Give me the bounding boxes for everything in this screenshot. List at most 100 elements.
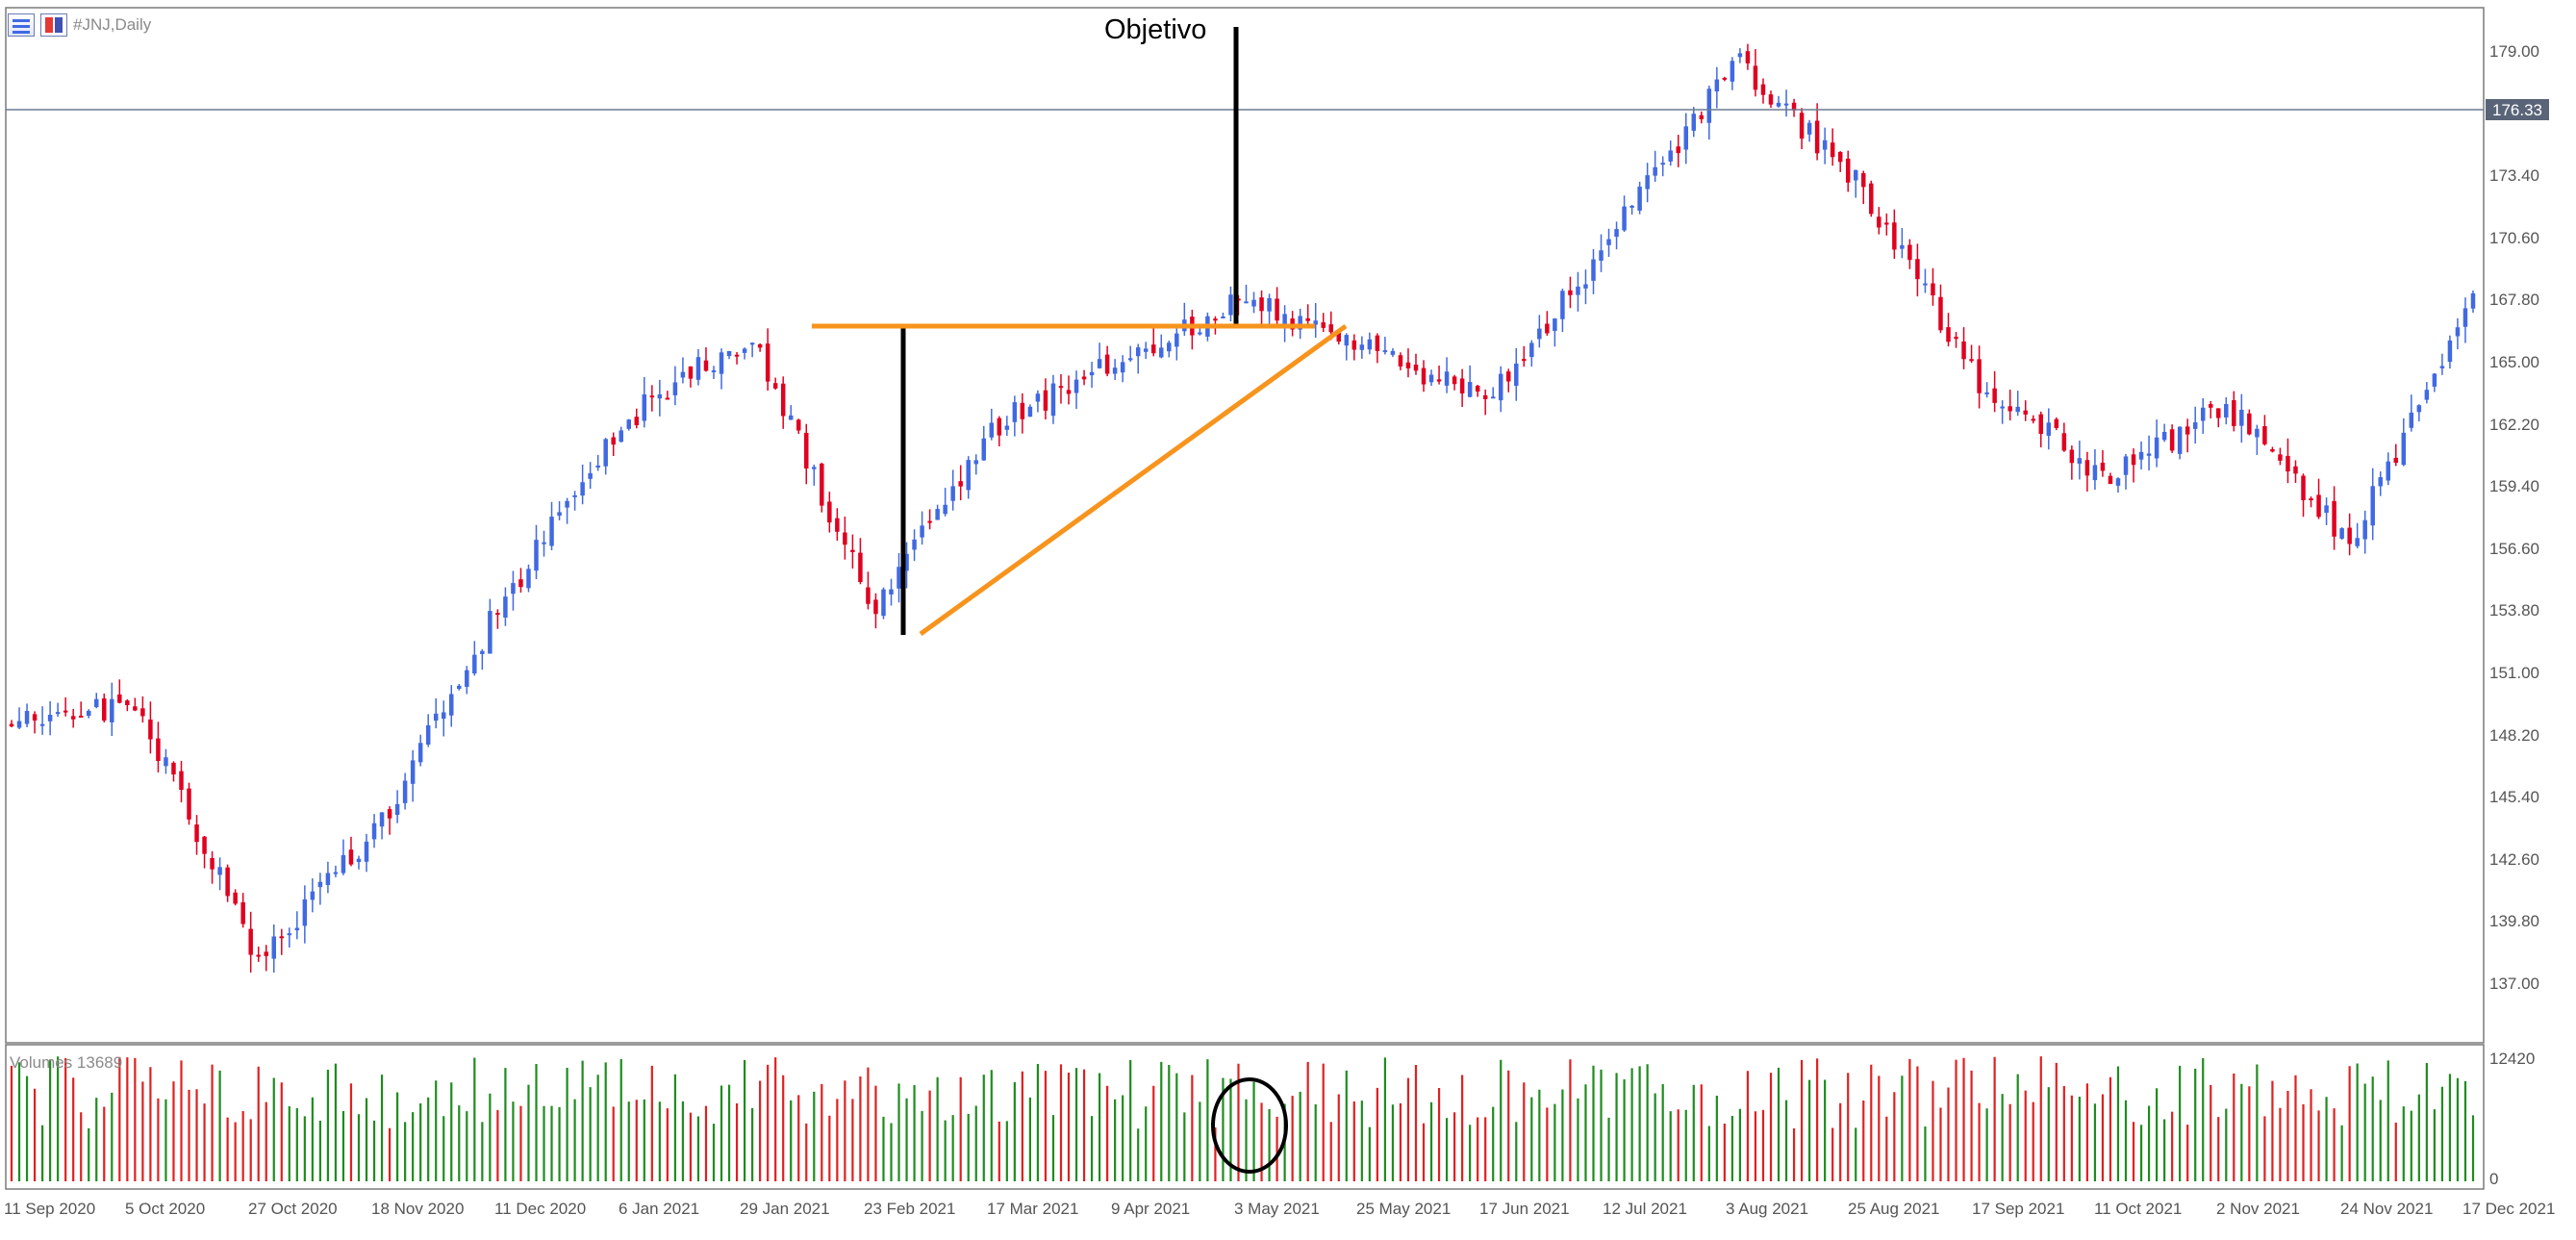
chart-type-icon[interactable] — [40, 13, 67, 37]
candle-body — [2008, 406, 2012, 412]
date-axis-label: 27 Oct 2020 — [248, 1200, 338, 1218]
candle-body — [2015, 406, 2020, 413]
candle-body — [843, 532, 847, 545]
candle-body — [2262, 426, 2267, 444]
candle-body — [425, 724, 431, 745]
candle-body — [287, 933, 292, 936]
candle-body — [194, 824, 199, 843]
candle-body — [1737, 53, 1743, 58]
candle-body — [749, 342, 755, 345]
candle-body — [102, 698, 107, 721]
candle-body — [1413, 364, 1419, 371]
candle-body — [1035, 393, 1041, 402]
candle-body — [2447, 340, 2453, 363]
candle-body — [580, 482, 585, 496]
candle-body — [2123, 456, 2129, 475]
candle-body — [1745, 51, 1751, 63]
candle-body — [1954, 337, 1958, 340]
table-view-icon[interactable] — [8, 13, 35, 37]
candle-body — [2324, 505, 2329, 513]
candle-body — [2255, 428, 2260, 438]
candle-body — [348, 849, 354, 865]
candle-body — [2424, 390, 2430, 400]
candle-body — [2270, 448, 2275, 452]
candle-body — [665, 397, 670, 400]
candle-body — [86, 710, 91, 717]
candle-body — [2247, 413, 2252, 435]
candle-body — [680, 371, 686, 378]
date-axis-label: 24 Nov 2021 — [2340, 1200, 2433, 1218]
candle-body — [1529, 342, 1534, 358]
candle-body — [1336, 332, 1342, 342]
candle-body — [1127, 358, 1133, 361]
candle-body — [302, 898, 308, 926]
candle-body — [1159, 347, 1164, 358]
candle-body — [1676, 146, 1680, 154]
candle-body — [2000, 406, 2005, 409]
price-axis-label: 173.40 — [2489, 166, 2539, 185]
candle-body — [1390, 350, 1396, 355]
candle-body — [1946, 327, 1951, 342]
candle-body — [240, 901, 245, 924]
candle-body — [997, 418, 1002, 436]
candle-body — [202, 836, 207, 854]
candle-body — [695, 357, 701, 380]
candle-body — [2470, 292, 2476, 309]
candle-body — [1814, 120, 1820, 154]
date-axis: 11 Sep 2020 5 Oct 2020 27 Oct 2020 18 No… — [4, 1200, 2555, 1218]
candle-body — [703, 360, 709, 371]
candle-body — [39, 723, 45, 726]
date-axis-label: 2 Nov 2021 — [2216, 1200, 2300, 1218]
candle-body — [1351, 340, 1357, 350]
candle-body — [603, 439, 608, 467]
candle-body — [1405, 362, 1411, 368]
candle-body — [742, 348, 747, 353]
candle-body — [1977, 359, 1982, 393]
candle-body — [611, 437, 616, 445]
candle-body — [1776, 102, 1781, 107]
candle-body — [796, 419, 801, 431]
candle-body — [943, 504, 947, 515]
candle-body — [1760, 84, 1766, 95]
candle-body — [78, 715, 84, 718]
candle-body — [595, 465, 600, 468]
candle-body — [1806, 122, 1812, 135]
candle-body — [726, 350, 732, 357]
candle-body — [2185, 426, 2190, 435]
candle-body — [2462, 308, 2468, 327]
candle-body — [1344, 335, 1350, 346]
candle-body — [417, 743, 423, 763]
candle-body — [94, 698, 99, 708]
date-axis-label: 11 Sep 2020 — [4, 1200, 95, 1218]
candle-body — [133, 706, 138, 711]
candle-body — [55, 712, 61, 715]
price-axis-label: 179.00 — [2489, 42, 2539, 61]
candle-body — [1900, 244, 1905, 249]
date-axis-label: 3 May 2021 — [1234, 1200, 1320, 1218]
candle-body — [187, 788, 191, 820]
candle-body — [2177, 426, 2183, 454]
candle-body — [2239, 409, 2244, 426]
candle-body — [634, 417, 640, 426]
candle-body — [1753, 65, 1758, 90]
candle-body — [1691, 114, 1697, 131]
date-axis-label: 6 Jan 2021 — [619, 1200, 699, 1218]
candle-body — [1467, 382, 1473, 397]
price-axis: 179.00 173.40 170.60 167.80 165.00 162.2… — [2489, 42, 2539, 993]
candle-body — [1961, 341, 1966, 360]
candle-body — [325, 873, 331, 886]
candle-body — [1683, 126, 1689, 150]
candle-body — [950, 486, 955, 501]
candle-body — [1097, 359, 1102, 368]
candle-body — [1089, 371, 1095, 376]
date-axis-label: 18 Nov 2020 — [371, 1200, 464, 1218]
candle-body — [1706, 89, 1712, 123]
candle-body — [24, 711, 30, 724]
candle-body — [1382, 350, 1388, 353]
price-axis-label: 142.60 — [2489, 850, 2539, 869]
candle-body — [210, 857, 215, 870]
candle-body — [626, 419, 632, 429]
candle-body — [572, 494, 577, 497]
candle-body — [1583, 284, 1588, 289]
